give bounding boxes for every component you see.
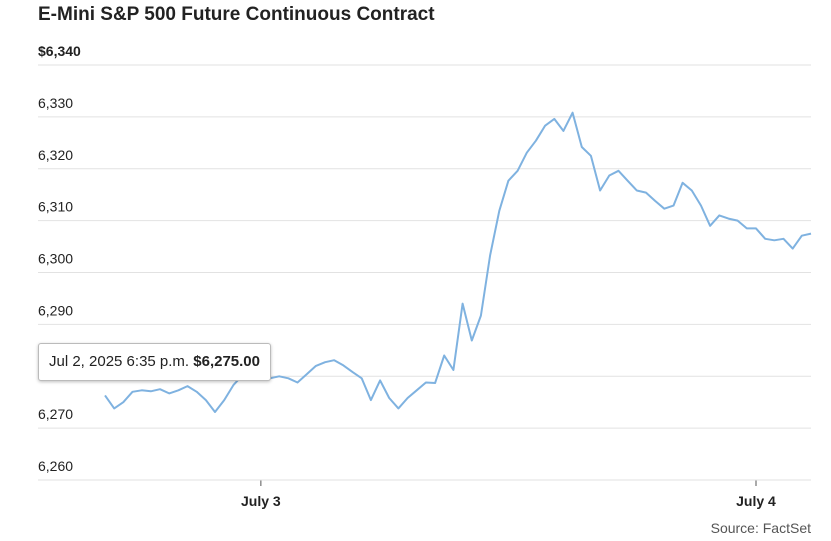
price-line [104,111,812,413]
y-tick-label: 6,330 [38,95,73,111]
x-tick-label: July 3 [241,493,281,509]
tooltip: Jul 2, 2025 6:35 p.m. $6,275.00 [38,343,271,381]
y-tick-label: 6,310 [38,199,73,215]
y-tick-label: 6,300 [38,251,73,267]
y-tick-label: $6,340 [38,43,81,59]
y-tick-label: 6,290 [38,302,73,318]
y-tick-label: 6,260 [38,458,73,474]
chart-title: E-Mini S&P 500 Future Continuous Contrac… [38,4,435,25]
tooltip-date: Jul 2, 2025 6:35 p.m. [49,353,190,370]
y-tick-label: 6,270 [38,406,73,422]
tooltip-value: $6,275.00 [193,353,260,370]
x-tick-label: July 4 [736,493,776,509]
y-tick-label: 6,320 [38,147,73,163]
source: Source: FactSet [711,520,811,536]
